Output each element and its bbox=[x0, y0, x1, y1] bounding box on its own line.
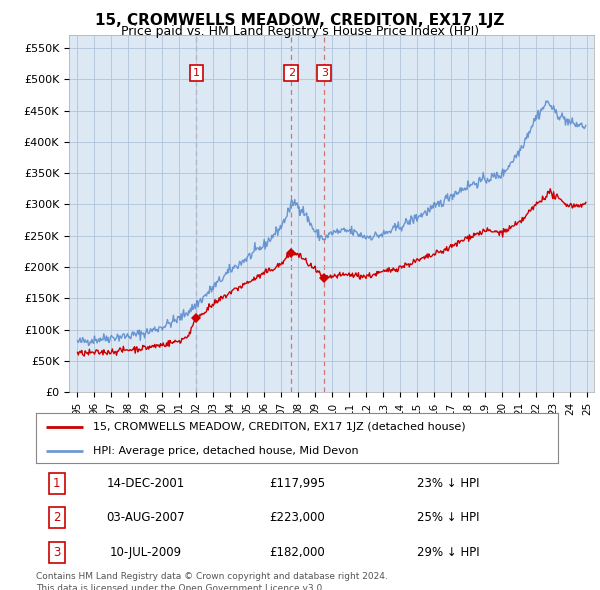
Text: HPI: Average price, detached house, Mid Devon: HPI: Average price, detached house, Mid … bbox=[94, 445, 359, 455]
Text: Price paid vs. HM Land Registry's House Price Index (HPI): Price paid vs. HM Land Registry's House … bbox=[121, 25, 479, 38]
Text: 1: 1 bbox=[193, 68, 200, 78]
Text: 15, CROMWELLS MEADOW, CREDITON, EX17 1JZ (detached house): 15, CROMWELLS MEADOW, CREDITON, EX17 1JZ… bbox=[94, 422, 466, 432]
Text: 29% ↓ HPI: 29% ↓ HPI bbox=[417, 546, 479, 559]
Text: 2: 2 bbox=[287, 68, 295, 78]
Text: 3: 3 bbox=[320, 68, 328, 78]
Text: Contains HM Land Registry data © Crown copyright and database right 2024.
This d: Contains HM Land Registry data © Crown c… bbox=[36, 572, 388, 590]
Text: £223,000: £223,000 bbox=[269, 511, 325, 525]
Text: 25% ↓ HPI: 25% ↓ HPI bbox=[417, 511, 479, 525]
Text: 14-DEC-2001: 14-DEC-2001 bbox=[106, 477, 185, 490]
Text: £182,000: £182,000 bbox=[269, 546, 325, 559]
Text: 03-AUG-2007: 03-AUG-2007 bbox=[106, 511, 185, 525]
Text: 3: 3 bbox=[53, 546, 61, 559]
Text: 2: 2 bbox=[53, 511, 61, 525]
Text: £117,995: £117,995 bbox=[269, 477, 325, 490]
Text: 1: 1 bbox=[53, 477, 61, 490]
Text: 23% ↓ HPI: 23% ↓ HPI bbox=[417, 477, 479, 490]
Text: 10-JUL-2009: 10-JUL-2009 bbox=[110, 546, 182, 559]
Text: 15, CROMWELLS MEADOW, CREDITON, EX17 1JZ: 15, CROMWELLS MEADOW, CREDITON, EX17 1JZ bbox=[95, 13, 505, 28]
